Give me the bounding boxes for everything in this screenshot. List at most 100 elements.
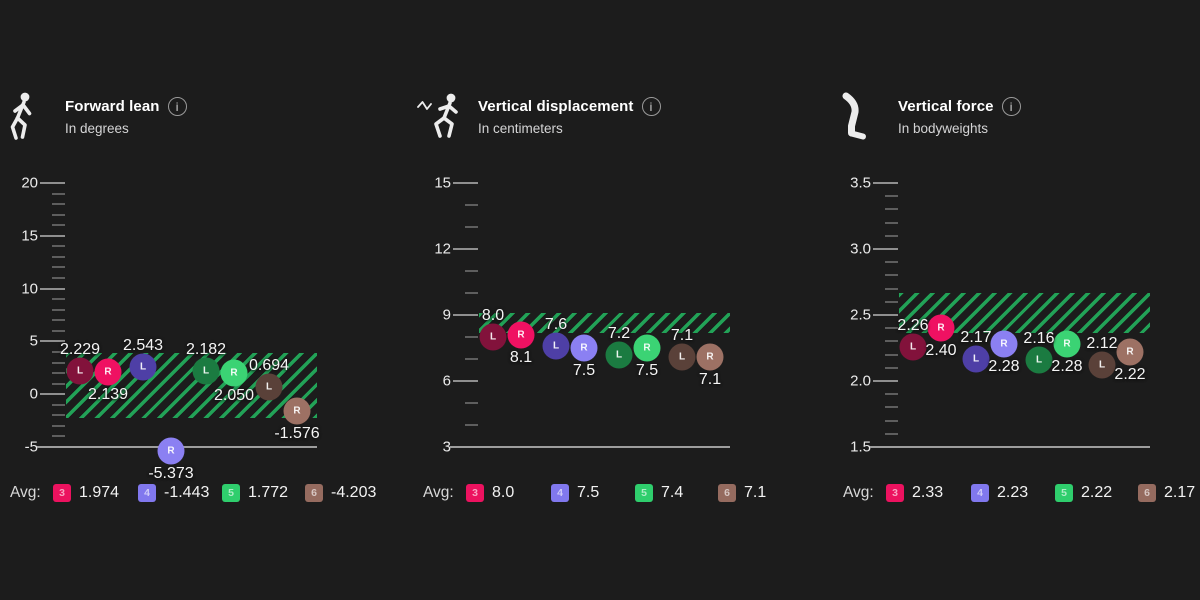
minor-tick: [885, 274, 898, 277]
minor-tick: [885, 221, 898, 224]
run-swatch-5: 5: [635, 484, 653, 502]
minor-tick: [52, 192, 65, 195]
axis-tick-label: 3: [442, 438, 451, 456]
point-run5-left: L: [605, 341, 633, 369]
point-run6-left: L: [1088, 351, 1116, 379]
avg-value-run-3: 8.0: [492, 484, 515, 501]
avg-label: Avg:: [10, 484, 41, 501]
value-label-left: 2.16: [1023, 329, 1055, 347]
info-icon[interactable]: i: [641, 97, 661, 116]
value-label-right: -5.373: [148, 464, 194, 482]
run-swatch-4: 4: [138, 484, 156, 502]
axis-tick-label: 6: [442, 372, 451, 390]
minor-tick: [52, 435, 65, 438]
run-swatch-5: 5: [222, 484, 240, 502]
run-swatch-6: 6: [718, 484, 736, 502]
chart-header: Vertical displacement i: [478, 97, 661, 116]
axis-tick-label: 20: [21, 174, 38, 192]
value-label-left: 2.17: [960, 328, 992, 346]
minor-tick: [52, 424, 65, 427]
major-tick: [40, 393, 65, 396]
point-run4-left: L: [962, 345, 990, 373]
value-label-left: 2.543: [122, 337, 164, 355]
value-label-right: 2.28: [1051, 358, 1083, 376]
point-run3-left: L: [899, 333, 927, 361]
minor-tick: [52, 350, 65, 353]
chart-subtitle: In bodyweights: [898, 121, 989, 136]
run-swatch-4: 4: [551, 484, 569, 502]
axis-tick-label: 12: [434, 240, 451, 258]
value-label-left: 7.6: [544, 315, 568, 333]
major-tick: [873, 182, 898, 184]
minor-tick: [465, 292, 478, 294]
chart-subtitle: In degrees: [65, 121, 129, 136]
run-swatch-6: 6: [305, 484, 323, 502]
major-tick: [40, 182, 65, 184]
value-label-left: 8.0: [481, 307, 505, 324]
chart-vertical-force: Vertical force i In bodyweights 3.5 3.0 2.…: [833, 0, 1200, 600]
major-tick: [453, 182, 478, 184]
major-tick: [40, 340, 65, 343]
avg-label: Avg:: [423, 484, 454, 501]
minor-tick: [885, 327, 898, 330]
minor-tick: [885, 208, 898, 211]
major-tick: [453, 314, 478, 316]
axis-tick-label: 1.5: [850, 438, 871, 456]
major-tick: [873, 248, 898, 250]
axis-tick-label: 9: [442, 306, 451, 324]
avg-value-run-6: 7.1: [744, 484, 767, 501]
value-label-right: 8.1: [509, 348, 533, 366]
avg-value-run-4: -1.443: [164, 484, 210, 501]
minor-tick: [52, 361, 65, 364]
axis-tick-label: 15: [21, 227, 38, 245]
chart-header: Vertical force i: [898, 97, 1021, 116]
point-run4-right: R: [157, 437, 185, 465]
run-swatch-5: 5: [1055, 484, 1073, 502]
chart-title: Forward lean: [65, 98, 160, 115]
major-tick: [453, 380, 478, 382]
point-run3-right: R: [927, 314, 955, 342]
value-label-left: 7.1: [670, 326, 694, 344]
run-swatch-4: 4: [971, 484, 989, 502]
point-run6-right: R: [696, 343, 724, 371]
minor-tick: [52, 403, 65, 406]
minor-tick: [885, 419, 898, 422]
minor-tick: [885, 234, 898, 237]
run-swatch-3: 3: [53, 484, 71, 502]
minor-tick: [52, 329, 65, 332]
minor-tick: [465, 270, 478, 272]
minor-tick: [52, 213, 65, 216]
vertical-force-icon: [837, 91, 875, 148]
point-run5-left: L: [192, 357, 220, 385]
minor-tick: [465, 336, 478, 338]
chart-header: Forward lean i: [65, 97, 187, 116]
avg-value-run-3: 1.974: [79, 484, 120, 501]
axis-tick-label: 2.5: [850, 306, 871, 324]
point-run3-left: L: [66, 357, 94, 385]
vertical-displacement-icon: [417, 91, 465, 148]
chart-forward-lean: Forward lean i In degrees 20 15 10 5 0 -5 L R 2.…: [0, 0, 400, 600]
minor-tick: [885, 340, 898, 343]
x-baseline: [450, 446, 730, 448]
minor-tick: [465, 204, 478, 206]
value-label-right: 2.139: [87, 385, 129, 403]
value-label-left: 2.12: [1086, 335, 1118, 353]
point-run5-right: R: [220, 359, 248, 387]
x-baseline: [870, 446, 1150, 448]
value-label-right: 2.22: [1114, 365, 1146, 383]
avg-value-run-5: 7.4: [661, 484, 684, 501]
info-icon[interactable]: i: [167, 97, 187, 116]
point-run5-right: R: [633, 334, 661, 362]
minor-tick: [885, 261, 898, 264]
run-swatch-6: 6: [1138, 484, 1156, 502]
chart-subtitle: In centimeters: [478, 121, 563, 136]
axis-tick-label: 0: [29, 385, 38, 403]
minor-tick: [885, 393, 898, 396]
avg-value-run-5: 2.22: [1081, 484, 1113, 501]
avg-label: Avg:: [843, 484, 874, 501]
value-label-left: 0.694: [248, 356, 290, 374]
chart-title: Vertical force: [898, 98, 994, 115]
minor-tick: [465, 226, 478, 228]
info-icon[interactable]: i: [1001, 97, 1021, 116]
